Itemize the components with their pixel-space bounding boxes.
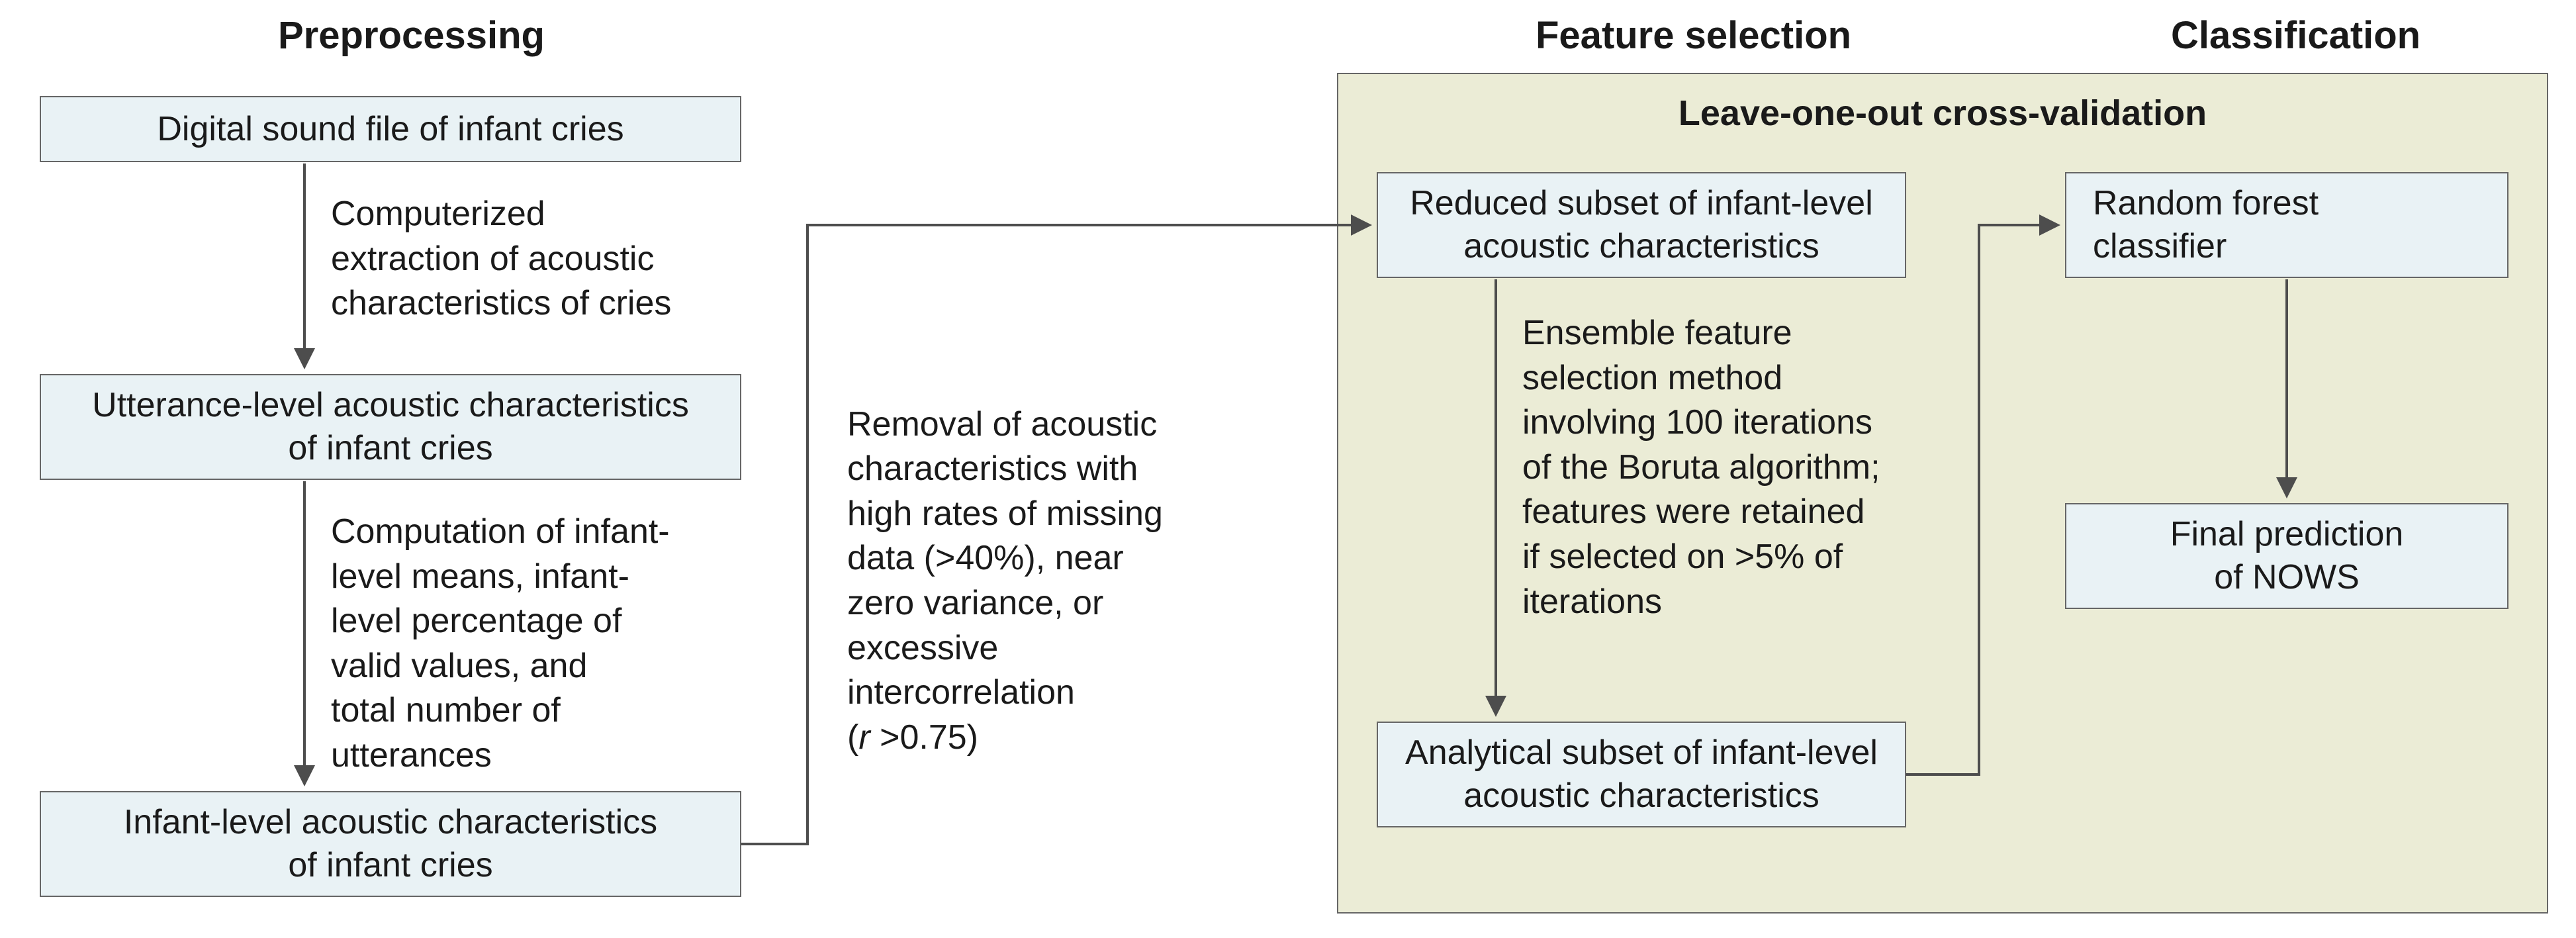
box-final-prediction: Final prediction of NOWS — [2065, 503, 2508, 609]
box-infant-level: Infant-level acoustic characteristics of… — [40, 791, 741, 897]
box-reduced-subset: Reduced subset of infant-level acoustic … — [1377, 172, 1906, 278]
annotation-extraction: Computerized extraction of acoustic char… — [331, 192, 755, 326]
box-analytical-subset: Analytical subset of infant-level acoust… — [1377, 722, 1906, 827]
annotation-computation: Computation of infant- level means, infa… — [331, 510, 755, 778]
annotation-removal-pre: Removal of acoustic characteristics with… — [847, 405, 1163, 757]
section-title-feature-selection: Feature selection — [1536, 13, 1851, 58]
annotation-removal-post: >0.75) — [880, 718, 978, 757]
diagram-canvas: Preprocessing Feature selection Classifi… — [0, 0, 2576, 938]
annotation-removal: Removal of acoustic characteristics with… — [847, 357, 1271, 760]
panel-title: Leave-one-out cross-validation — [1337, 93, 2548, 134]
box-random-forest: Random forest classifier — [2065, 172, 2508, 278]
section-title-preprocessing: Preprocessing — [278, 13, 545, 58]
annotation-ensemble: Ensemble feature selection method involv… — [1522, 311, 1946, 624]
box-digital-sound-file: Digital sound file of infant cries — [40, 96, 741, 162]
annotation-removal-italic: r — [858, 718, 880, 757]
section-title-classification: Classification — [2171, 13, 2420, 58]
box-utterance-level: Utterance-level acoustic characteristics… — [40, 374, 741, 480]
